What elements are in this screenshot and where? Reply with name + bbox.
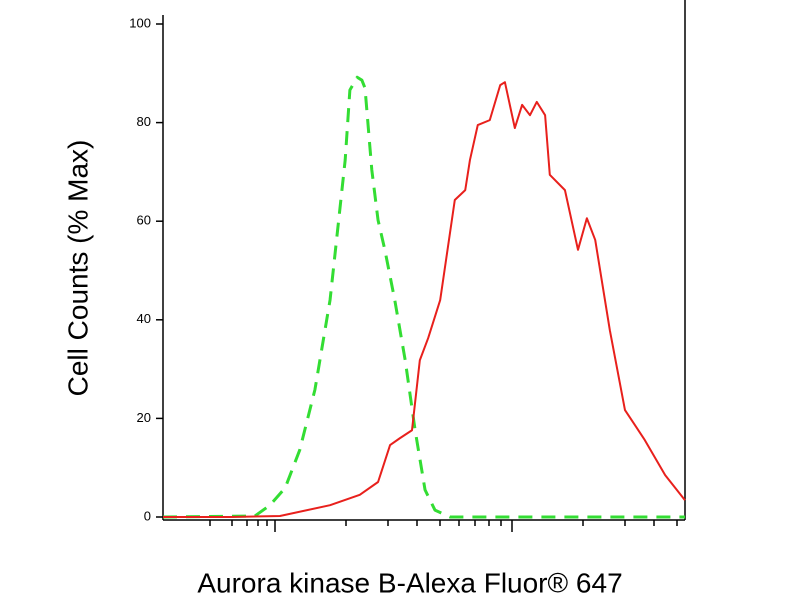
x-minor-ticks (209, 520, 678, 532)
y-tick-label: 40 (137, 311, 151, 326)
series-line (162, 75, 685, 519)
y-tick-label: 80 (137, 114, 151, 129)
y-tick-label: 60 (137, 213, 151, 228)
y-tick-label: 20 (137, 410, 151, 425)
y-tick-label: 100 (129, 15, 151, 30)
x-axis-label: Aurora kinase B-Alexa Fluor® 647 (197, 567, 622, 598)
series-line (163, 81, 686, 518)
y-axis-label: Cell Counts (% Max) (62, 140, 93, 397)
y-tick-label: 0 (144, 508, 151, 523)
